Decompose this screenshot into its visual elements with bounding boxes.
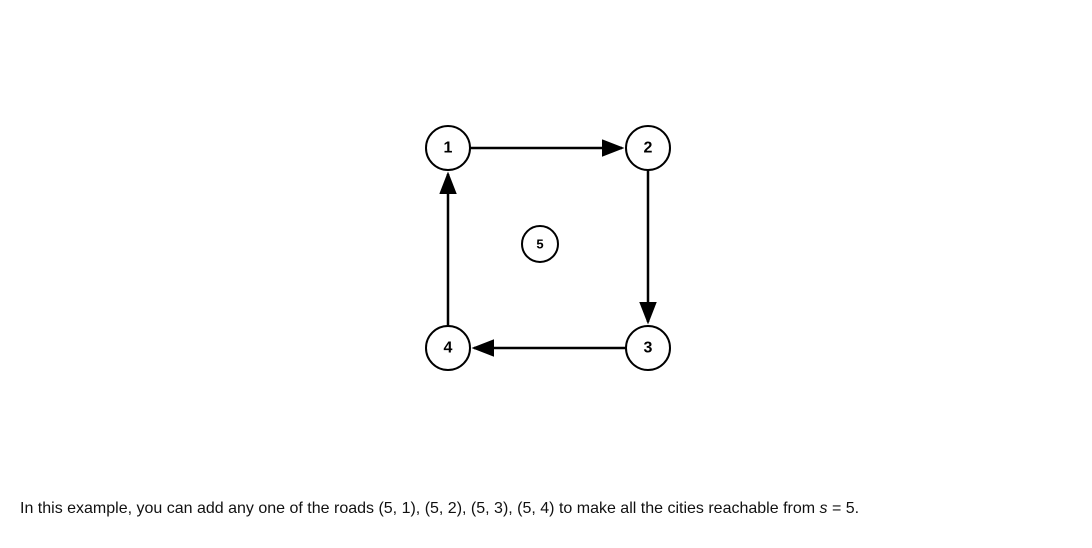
node-3: 3 [626, 326, 670, 370]
node-label-2: 2 [644, 140, 653, 157]
caption-var: s [820, 500, 828, 517]
caption-val: 5 [846, 500, 855, 517]
page-canvas: 1 2 3 4 5 In this example, you can add any o… [0, 0, 1092, 548]
node-1: 1 [426, 126, 470, 170]
node-4: 4 [426, 326, 470, 370]
node-label-4: 4 [444, 340, 453, 357]
node-label-1: 1 [444, 140, 453, 157]
caption-middle: to make all the cities reachable from [555, 500, 820, 517]
caption-prefix: In this example, you can add any one of … [20, 500, 378, 517]
node-5: 5 [522, 226, 558, 262]
caption-roads: (5, 1), (5, 2), (5, 3), (5, 4) [378, 500, 554, 517]
node-label-5: 5 [536, 237, 543, 252]
caption-text: In this example, you can add any one of … [20, 500, 859, 518]
node-label-3: 3 [644, 340, 653, 357]
caption-suffix: . [855, 500, 859, 517]
node-2: 2 [626, 126, 670, 170]
graph-diagram: 1 2 3 4 5 [0, 0, 1092, 548]
caption-eq: = [828, 500, 846, 517]
